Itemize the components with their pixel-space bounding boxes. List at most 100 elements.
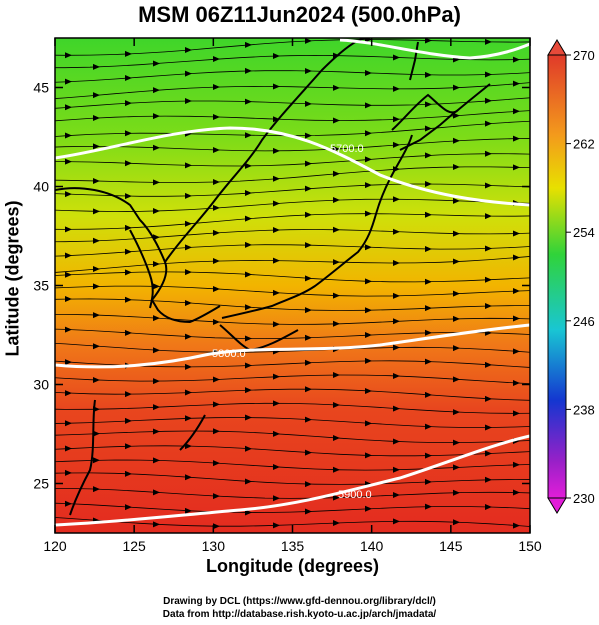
streamline-arrow <box>93 114 100 121</box>
streamline-arrow <box>245 98 252 105</box>
streamline-arrow <box>513 230 520 237</box>
streamline-arrow <box>333 84 340 91</box>
streamline-arrow <box>213 285 220 292</box>
streamline-arrow <box>65 78 72 85</box>
temperature-shading <box>55 38 530 533</box>
streamline-arrow <box>65 326 72 333</box>
streamline-arrow <box>513 80 520 87</box>
streamline-arrow <box>425 152 432 159</box>
streamline-arrow <box>305 386 312 393</box>
streamline-arrow <box>245 132 252 139</box>
streamline-arrow <box>305 449 312 456</box>
streamline-arrow <box>93 208 100 215</box>
streamline-arrow <box>485 38 492 45</box>
streamline-arrow <box>185 269 192 276</box>
streamline-arrow <box>485 97 492 104</box>
streamline-arrow <box>365 332 372 339</box>
streamline-arrow <box>153 404 160 411</box>
streamline-arrow <box>485 120 492 127</box>
streamline-arrow <box>213 229 220 236</box>
streamline-arrow <box>125 504 132 511</box>
streamline-arrow <box>245 414 252 421</box>
streamline <box>55 97 530 109</box>
streamline-arrow <box>365 452 372 459</box>
streamline-arrow <box>93 143 100 150</box>
streamline-arrow <box>305 307 312 314</box>
streamline-arrow <box>213 318 220 325</box>
wind-streamlines <box>55 38 530 530</box>
streamline-arrow <box>185 333 192 340</box>
streamline-arrow <box>65 191 72 198</box>
streamline-arrow <box>305 67 312 74</box>
streamline-arrow <box>425 358 432 365</box>
streamline-arrow <box>245 190 252 197</box>
streamline-arrow <box>453 163 460 170</box>
streamline-arrow <box>425 125 432 132</box>
streamline-arrow <box>245 478 252 485</box>
streamline-arrow <box>425 452 432 459</box>
streamline-arrow <box>245 362 252 369</box>
streamline-arrow <box>365 387 372 394</box>
streamline-arrow <box>513 56 520 63</box>
streamline-arrow <box>333 372 340 379</box>
streamline-arrow <box>93 283 100 290</box>
streamline-arrow <box>185 220 192 227</box>
streamline-arrow <box>273 400 280 407</box>
streamline-arrow <box>93 343 100 350</box>
streamline-arrow <box>65 296 72 303</box>
streamline-arrow <box>125 417 132 424</box>
streamline <box>55 328 530 340</box>
streamline-arrow <box>485 245 492 252</box>
streamline-arrow <box>485 276 492 283</box>
streamline-arrow <box>485 182 492 189</box>
streamline-arrow <box>453 290 460 297</box>
streamline-arrow <box>213 493 220 500</box>
streamline-arrow <box>305 275 312 282</box>
streamline-arrow <box>425 423 432 430</box>
streamline-arrow <box>333 197 340 204</box>
streamline-arrow <box>365 278 372 285</box>
y-tick-label: 25 <box>33 476 49 492</box>
streamline-arrow <box>453 230 460 237</box>
streamline-arrow <box>273 116 280 123</box>
streamline <box>55 502 530 513</box>
streamline-arrow <box>305 185 312 192</box>
streamline-arrow <box>213 83 220 90</box>
streamline-arrow <box>453 345 460 352</box>
streamline-arrow <box>125 443 132 450</box>
footer-credit-drawing: Drawing by DCL (https://www.gfd-dennou.o… <box>163 596 436 607</box>
streamline-arrow <box>485 213 492 220</box>
streamline <box>55 153 530 167</box>
streamline <box>55 271 530 283</box>
streamline-arrow <box>305 416 312 423</box>
streamline-arrow <box>153 428 160 435</box>
streamline-arrow <box>245 162 252 169</box>
streamline-arrow <box>273 257 280 264</box>
streamline-arrow <box>485 302 492 309</box>
streamline-arrow <box>513 380 520 387</box>
streamline-arrow <box>93 265 100 272</box>
streamline-arrow <box>65 500 72 507</box>
streamline <box>55 244 530 257</box>
streamline-arrow <box>393 54 400 61</box>
streamline-arrow <box>393 492 400 499</box>
streamline-arrow <box>65 52 72 59</box>
y-tick-label: 30 <box>33 377 49 393</box>
streamline-arrow <box>125 269 132 276</box>
streamline-arrow <box>453 489 460 496</box>
streamline-arrow <box>513 410 520 417</box>
streamline-arrow <box>425 329 432 336</box>
streamline-arrow <box>305 211 312 218</box>
streamline-arrow <box>153 378 160 385</box>
streamline-arrow <box>273 200 280 207</box>
streamline-arrow <box>333 145 340 152</box>
geopotential-contours <box>55 38 530 527</box>
streamline-arrow <box>393 518 400 525</box>
streamline-arrow <box>213 523 220 530</box>
streamline-arrow <box>185 363 192 370</box>
streamline-arrow <box>65 469 72 476</box>
streamline-arrow <box>485 450 492 457</box>
streamline-arrow <box>365 69 372 76</box>
streamline-arrow <box>125 470 132 477</box>
streamline-arrow <box>125 100 132 107</box>
